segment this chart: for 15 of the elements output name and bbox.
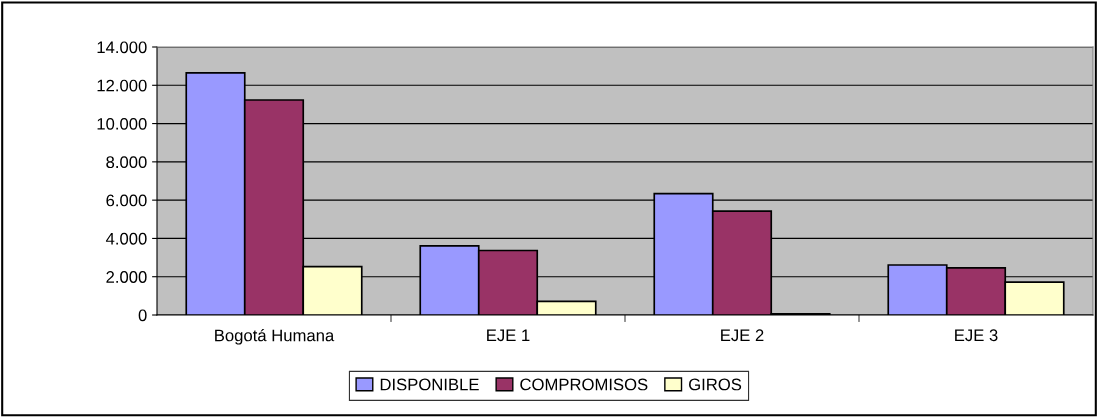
y-tick-label: 4.000 [105,232,147,245]
y-tick-label: 8.000 [106,156,147,169]
y-tick-label: 6.000 [106,194,147,207]
legend-label: GIROS [689,378,742,391]
x-tick-label: EJE 3 [955,329,998,342]
y-tick-label: 10.000 [97,117,147,130]
x-tick-label: Bogotá Humana [215,328,335,345]
y-tick-label: 12.000 [97,79,147,92]
y-tick-label: 14.000 [97,41,147,54]
x-tick-label: EJE 2 [721,329,764,342]
x-tick-label: EJE 1 [487,329,530,342]
y-tick-label: 2.000 [106,271,147,283]
legend-label: COMPROMISOS [520,378,648,391]
legend-label: DISPONIBLE [380,378,479,391]
y-tick-label: 0 [138,309,147,322]
